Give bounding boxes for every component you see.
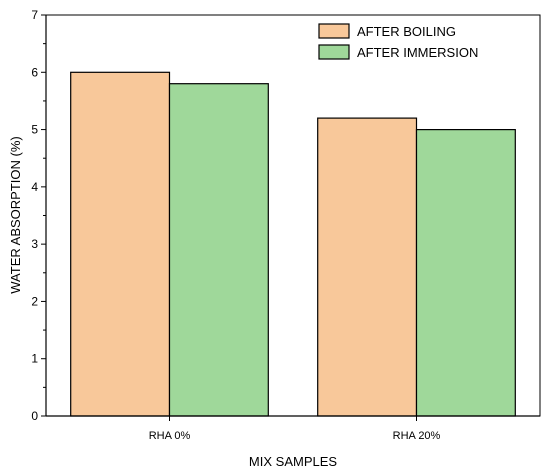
x-axis-title: MIX SAMPLES [249, 454, 337, 469]
bar-after-immersion-2 [415, 129, 516, 417]
x-tick-label: RHA 0% [149, 430, 191, 442]
legend-swatch-after-immersion [318, 44, 350, 60]
x-tick-label: RHA 20% [393, 430, 441, 442]
x-axis: RHA 0% RHA 20% [46, 415, 540, 442]
y-tick-label: 6 [31, 65, 38, 79]
bar-after-boiling-1 [70, 71, 171, 417]
y-tick-label: 7 [31, 8, 38, 22]
y-tick-label: 3 [31, 237, 38, 251]
y-axis: 0 1 2 3 4 5 6 7 [31, 8, 47, 423]
legend-label: AFTER BOILING [357, 24, 456, 39]
bar-after-boiling-2 [317, 117, 418, 417]
legend-label: AFTER IMMERSION [357, 45, 478, 60]
bar-after-immersion-1 [168, 83, 269, 417]
y-tick-label: 2 [31, 294, 38, 308]
y-tick-label: 1 [31, 352, 38, 366]
y-axis-title: WATER ABSORPTION (%) [8, 136, 23, 293]
legend: AFTER BOILING AFTER IMMERSION [318, 23, 478, 60]
y-tick-label: 4 [31, 180, 38, 194]
y-tick-label: 5 [31, 123, 38, 137]
legend-swatch-after-boiling [318, 23, 350, 39]
y-tick-label: 0 [31, 409, 38, 423]
bars-group [70, 71, 516, 417]
